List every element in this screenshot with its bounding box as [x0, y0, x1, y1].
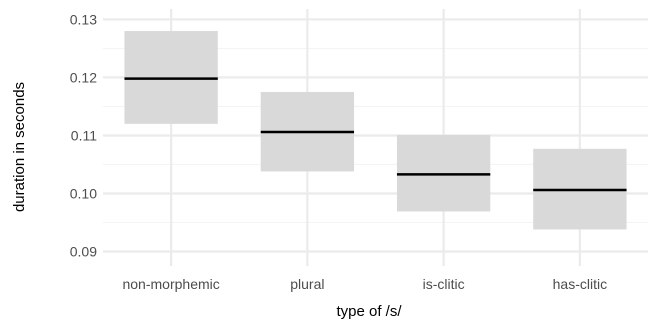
y-axis-title: duration in seconds	[11, 82, 28, 212]
x-axis-ticks: non-morphemic plural is-clitic has-clitic	[122, 276, 607, 292]
x-tick-label: is-clitic	[423, 276, 465, 292]
y-tick-label: 0.10	[70, 185, 97, 201]
y-tick-label: 0.09	[70, 243, 97, 259]
y-tick-label: 0.13	[70, 11, 97, 27]
x-tick-label: has-clitic	[553, 276, 607, 292]
boxes	[124, 31, 627, 230]
x-axis-title: type of /s/	[336, 303, 402, 320]
x-tick-label: plural	[290, 276, 324, 292]
y-tick-label: 0.12	[70, 69, 97, 85]
x-tick-label: non-morphemic	[122, 276, 219, 292]
y-axis-ticks: 0.09 0.10 0.11 0.12 0.13	[70, 11, 97, 259]
y-tick-label: 0.11	[71, 127, 97, 143]
